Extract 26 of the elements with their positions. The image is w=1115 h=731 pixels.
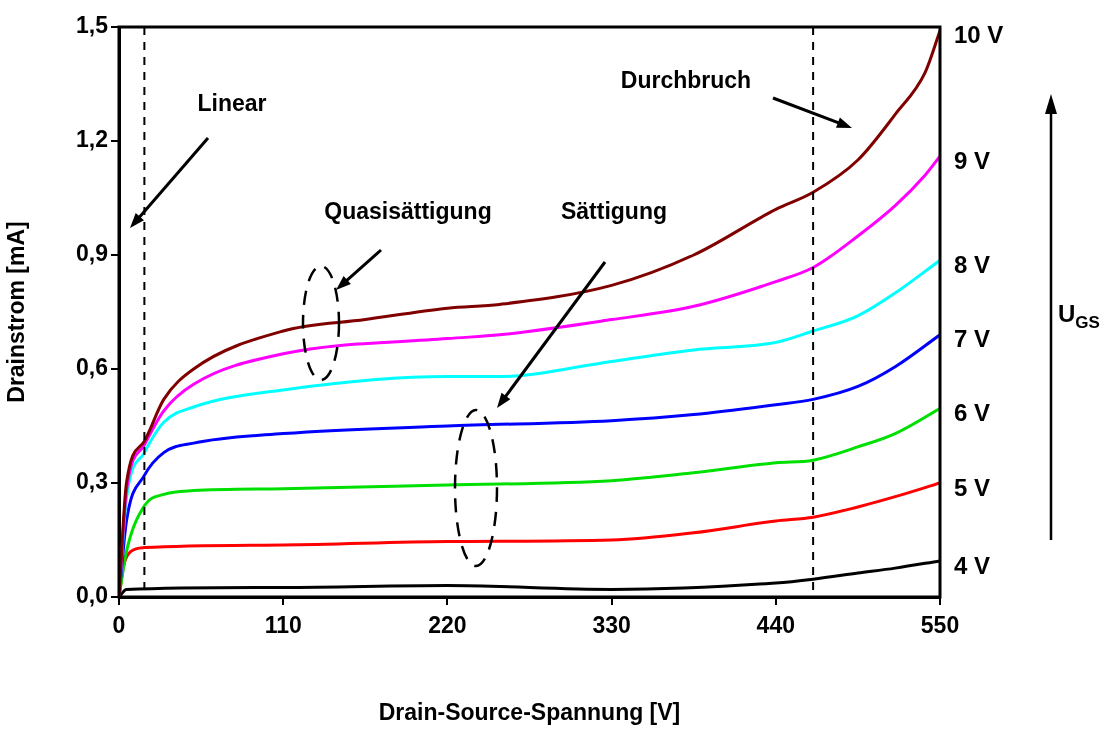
y-tick-label: 1,2	[76, 126, 108, 153]
annotation: Durchbruch	[620, 67, 752, 94]
x-tick-label: 550	[920, 612, 960, 639]
y-tick-label: 0,0	[76, 582, 108, 609]
series-label: 7 V	[954, 325, 991, 353]
x-tick-label: 440	[756, 612, 795, 639]
series-label: 6 V	[954, 399, 991, 427]
y-axis-title: Drainstrom [mA]	[3, 221, 30, 403]
y-tick-label: 0,6	[76, 354, 108, 381]
y-tick-label: 1,5	[76, 12, 109, 39]
annotation: Linear	[197, 90, 267, 117]
x-tick-label: 0	[112, 612, 126, 639]
series-label: 5 V	[954, 473, 991, 501]
series-label: 9 V	[954, 146, 991, 174]
series-label: 10 V	[954, 21, 1004, 49]
y-tick-label: 0,3	[76, 468, 108, 495]
annotation: Quasisättigung	[324, 198, 492, 225]
x-axis-title: Drain-Source-Spannung [V]	[378, 698, 681, 725]
text: U$_{GS}$	[1058, 300, 1100, 333]
series-label: 4 V	[954, 551, 991, 579]
series-label: 8 V	[954, 250, 991, 278]
x-tick-label: 220	[428, 612, 467, 639]
y-tick-label: 0,9	[76, 240, 108, 267]
annotation: Sättigung	[560, 198, 668, 225]
x-tick-label: 330	[592, 612, 631, 639]
x-tick-label: 110	[264, 612, 302, 639]
